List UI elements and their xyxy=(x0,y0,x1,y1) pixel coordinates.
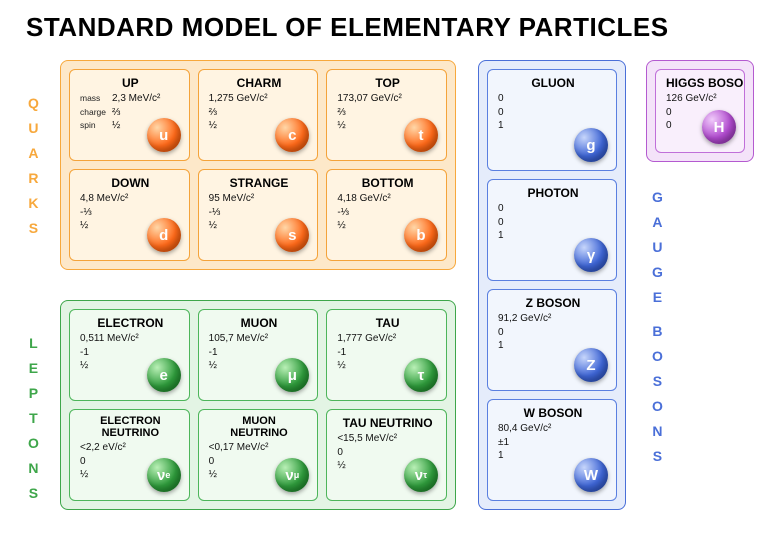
gauge-bosons-label: GAUGEBOSONS xyxy=(652,190,663,474)
particle-symbol: ντ xyxy=(404,458,438,492)
particle-cell: PHOTON001γ xyxy=(487,179,617,281)
particle-name: ELECTRON xyxy=(80,316,181,330)
particle-charge: ⅔ xyxy=(209,106,310,120)
particle-cell: GLUON001g xyxy=(487,69,617,171)
particle-name: MUONNEUTRINO xyxy=(209,416,310,439)
particle-symbol: μ xyxy=(275,358,309,392)
particle-symbol: e xyxy=(147,358,181,392)
particle-name: UP xyxy=(80,76,181,90)
particle-name: ELECTRONNEUTRINO xyxy=(80,416,181,439)
gauge-bosons-group: GLUON001gPHOTON001γZ BOSON91,2 GeV/c²01Z… xyxy=(478,60,626,510)
particle-symbol: νe xyxy=(147,458,181,492)
page-title: STANDARD MODEL OF ELEMENTARY PARTICLES xyxy=(26,12,669,43)
particle-cell: BOTTOM4,18 GeV/c²-⅓½b xyxy=(326,169,447,261)
particle-mass: <15,5 MeV/c² xyxy=(337,432,438,446)
particle-charge: charge⅔ xyxy=(80,106,181,120)
particle-name: MUON xyxy=(209,316,310,330)
particle-charge: -⅓ xyxy=(80,206,181,220)
quarks-group: UPmass2,3 MeV/c²charge⅔spin½uCHARM1,275 … xyxy=(60,60,456,270)
particle-cell: MUONNEUTRINO<0,17 MeV/c²0½νμ xyxy=(198,409,319,501)
particle-charge: ±1 xyxy=(498,436,608,450)
particle-symbol: W xyxy=(574,458,608,492)
particle-mass: 173,07 GeV/c² xyxy=(337,92,438,106)
particle-symbol: Z xyxy=(574,348,608,382)
particle-charge: -⅓ xyxy=(337,206,438,220)
particle-symbol: g xyxy=(574,128,608,162)
particle-mass: <0,17 MeV/c² xyxy=(209,441,310,455)
particle-charge: -1 xyxy=(337,346,438,360)
particle-symbol: u xyxy=(147,118,181,152)
leptons-label: LEPTONS xyxy=(28,336,39,511)
particle-name: PHOTON xyxy=(498,186,608,200)
quarks-label: QUARKS xyxy=(28,96,39,246)
particle-cell: CHARM1,275 GeV/c²⅔½c xyxy=(198,69,319,161)
particle-symbol: t xyxy=(404,118,438,152)
particle-name: STRANGE xyxy=(209,176,310,190)
particle-mass: 95 MeV/c² xyxy=(209,192,310,206)
particle-symbol: γ xyxy=(574,238,608,272)
particle-cell: Z BOSON91,2 GeV/c²01Z xyxy=(487,289,617,391)
particle-name: BOTTOM xyxy=(337,176,438,190)
particle-charge: 0 xyxy=(498,326,608,340)
particle-mass: 4,18 GeV/c² xyxy=(337,192,438,206)
particle-cell: TAU1,777 GeV/c²-1½τ xyxy=(326,309,447,401)
particle-symbol: b xyxy=(404,218,438,252)
particle-cell: TAU NEUTRINO<15,5 MeV/c²0½ντ xyxy=(326,409,447,501)
particle-mass: 1,777 GeV/c² xyxy=(337,332,438,346)
particle-name: TAU NEUTRINO xyxy=(337,416,438,430)
particle-mass: mass2,3 MeV/c² xyxy=(80,92,181,106)
leptons-group: ELECTRON0,511 MeV/c²-1½eMUON105,7 MeV/c²… xyxy=(60,300,456,510)
particle-cell: W BOSON80,4 GeV/c²±11W xyxy=(487,399,617,501)
particle-mass: 0 xyxy=(498,202,608,216)
particle-name: TAU xyxy=(337,316,438,330)
particle-cell: ELECTRONNEUTRINO<2,2 eV/c²0½νe xyxy=(69,409,190,501)
particle-charge: 0 xyxy=(498,106,608,120)
particle-charge: -1 xyxy=(80,346,181,360)
particle-cell: HIGGS BOSON126 GeV/c²00H xyxy=(655,69,745,153)
particle-charge: 0 xyxy=(337,446,438,460)
particle-name: CHARM xyxy=(209,76,310,90)
particle-symbol: νμ xyxy=(275,458,309,492)
particle-mass: 105,7 MeV/c² xyxy=(209,332,310,346)
particle-cell: DOWN4,8 MeV/c²-⅓½d xyxy=(69,169,190,261)
particle-symbol: s xyxy=(275,218,309,252)
particle-mass: 0,511 MeV/c² xyxy=(80,332,181,346)
particle-symbol: d xyxy=(147,218,181,252)
particle-symbol: c xyxy=(275,118,309,152)
particle-cell: TOP173,07 GeV/c²⅔½t xyxy=(326,69,447,161)
particle-name: TOP xyxy=(337,76,438,90)
particle-name: W BOSON xyxy=(498,406,608,420)
particle-mass: 1,275 GeV/c² xyxy=(209,92,310,106)
particle-name: Z BOSON xyxy=(498,296,608,310)
particle-cell: MUON105,7 MeV/c²-1½μ xyxy=(198,309,319,401)
particle-name: GLUON xyxy=(498,76,608,90)
particle-cell: STRANGE95 MeV/c²-⅓½s xyxy=(198,169,319,261)
higgs-group: HIGGS BOSON126 GeV/c²00H xyxy=(646,60,754,162)
particle-mass: 91,2 GeV/c² xyxy=(498,312,608,326)
particle-charge: -1 xyxy=(209,346,310,360)
particle-charge: ⅔ xyxy=(337,106,438,120)
particle-symbol: H xyxy=(702,110,736,144)
particle-name: DOWN xyxy=(80,176,181,190)
particle-charge: 0 xyxy=(498,216,608,230)
particle-symbol: τ xyxy=(404,358,438,392)
particle-mass: 80,4 GeV/c² xyxy=(498,422,608,436)
particle-name: HIGGS BOSON xyxy=(666,76,736,90)
particle-cell: UPmass2,3 MeV/c²charge⅔spin½u xyxy=(69,69,190,161)
particle-mass: 4,8 MeV/c² xyxy=(80,192,181,206)
particle-cell: ELECTRON0,511 MeV/c²-1½e xyxy=(69,309,190,401)
particle-mass: 0 xyxy=(498,92,608,106)
particle-charge: -⅓ xyxy=(209,206,310,220)
particle-mass: <2,2 eV/c² xyxy=(80,441,181,455)
particle-mass: 126 GeV/c² xyxy=(666,92,736,106)
